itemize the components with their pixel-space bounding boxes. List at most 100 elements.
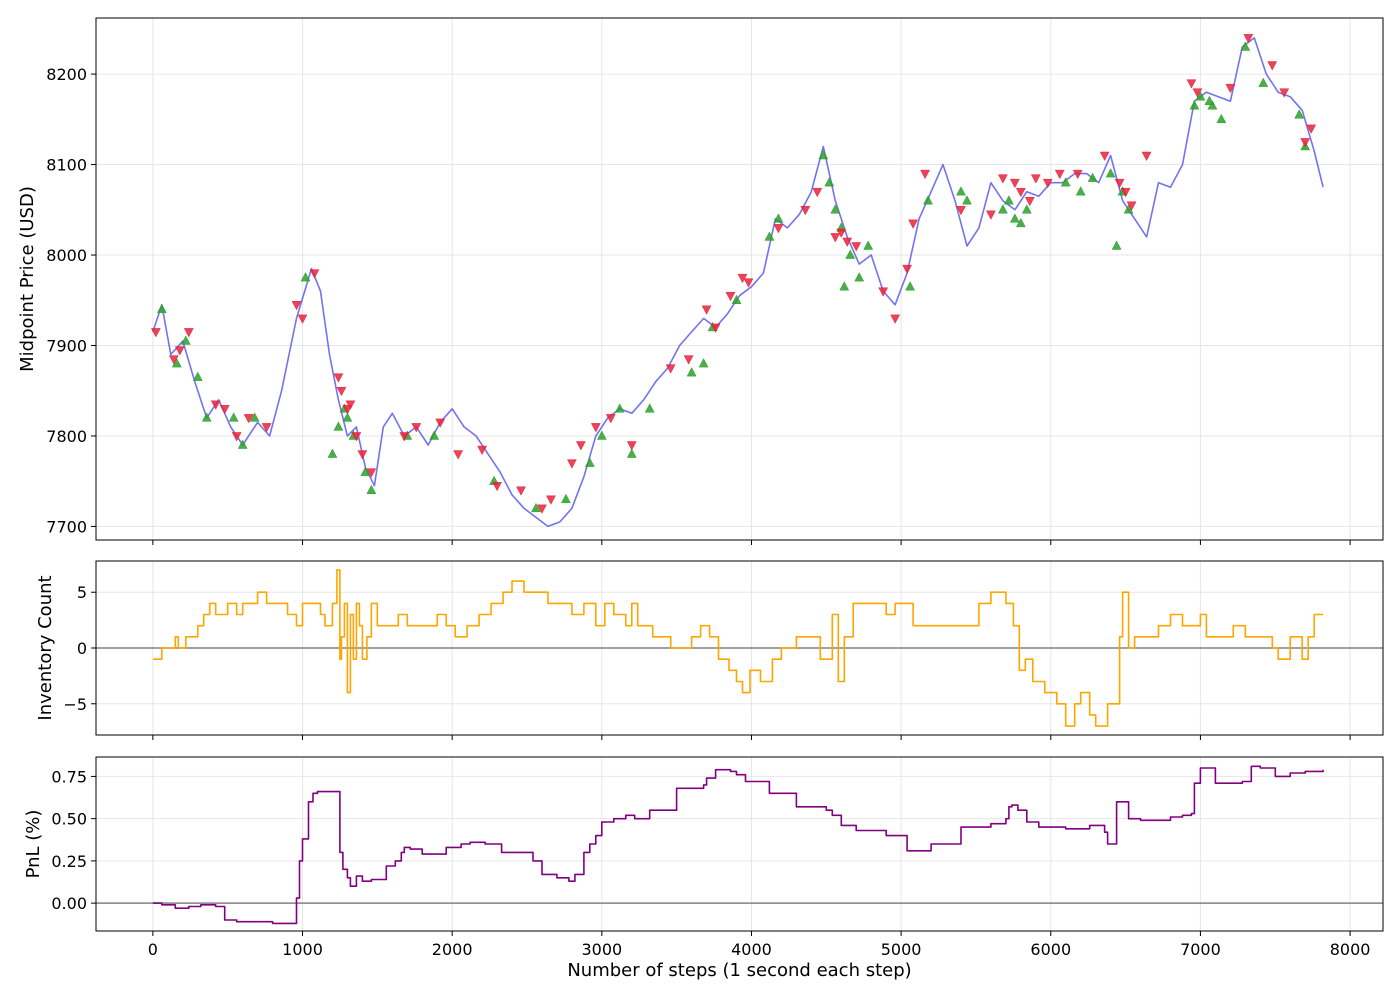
buy-marker (1294, 109, 1305, 119)
sell-marker (1030, 174, 1041, 184)
y-tick-label: 8000 (46, 246, 87, 265)
buy-marker (596, 430, 607, 440)
sell-marker (908, 219, 919, 229)
buy-marker (360, 466, 371, 476)
sell-marker (665, 364, 676, 374)
x-tick-label: 3000 (581, 940, 622, 959)
buy-marker (830, 204, 841, 214)
buy-marker (626, 448, 637, 458)
sell-marker (737, 273, 748, 284)
buy-marker (1015, 217, 1026, 228)
buy-marker (237, 439, 248, 449)
buy-marker (644, 403, 655, 413)
sell-marker (773, 224, 784, 234)
sell-marker (1225, 83, 1236, 94)
sell-marker (366, 468, 377, 478)
buy-marker (1111, 240, 1122, 250)
x-tick-label: 8000 (1330, 940, 1371, 959)
sell-marker (537, 504, 547, 514)
sell-marker (997, 174, 1008, 184)
buy-marker (905, 281, 916, 291)
sell-marker (812, 187, 823, 198)
sell-marker (1009, 178, 1020, 189)
sell-marker (566, 459, 577, 469)
buy-marker (201, 412, 212, 422)
buy-marker (824, 177, 835, 187)
buy-marker (180, 335, 191, 345)
sell-marker (1042, 178, 1053, 189)
x-tick-label: 0 (148, 940, 158, 959)
y-tick-label: 0.25 (51, 852, 87, 871)
sell-marker (1015, 187, 1026, 198)
buy-marker (584, 457, 595, 467)
sell-marker (902, 264, 913, 275)
buy-marker (818, 149, 829, 160)
buy-marker (156, 303, 167, 314)
buy-marker (764, 231, 775, 241)
sell-marker (183, 328, 194, 338)
sell-marker (1300, 138, 1311, 148)
buy-marker (686, 367, 697, 377)
buy-marker (839, 281, 850, 291)
pnl-panel: 0 1000 2000 3000 4000 5000 6000 7000 8000 0.00 0.2… (23, 756, 1384, 981)
price-panel: 7700 7800 7900 8000 8100 8200 Midpoint Price (… (17, 17, 1384, 545)
buy-marker (228, 412, 239, 422)
buy-marker (863, 240, 874, 250)
buy-marker (614, 403, 625, 413)
sell-marker (297, 314, 308, 324)
buy-marker (327, 448, 338, 458)
buy-marker (962, 195, 972, 205)
sell-marker (1306, 124, 1317, 134)
buy-marker (192, 371, 203, 381)
sell-marker (683, 355, 694, 365)
buy-marker (956, 186, 966, 196)
x-tick-label: 4000 (731, 940, 772, 959)
sell-marker (210, 400, 221, 410)
sell-marker (546, 495, 556, 505)
sell-marker (345, 400, 356, 410)
sell-marker (710, 323, 721, 333)
sell-marker (219, 405, 230, 415)
sell-marker (956, 206, 966, 216)
buy-marker (1003, 195, 1014, 205)
sell-marker (1192, 88, 1203, 98)
sell-marker (231, 432, 242, 442)
buy-marker (249, 412, 260, 422)
inventory-panel: −5 0 5 Inventory Count (35, 560, 1384, 740)
x-tick-label: 6000 (1030, 940, 1071, 959)
y-tick-label: 8100 (46, 156, 87, 175)
x-tick-label: 2000 (432, 940, 473, 959)
sell-marker (291, 301, 302, 311)
buy-marker (429, 430, 440, 440)
x-tick-label: 5000 (881, 940, 922, 959)
sell-marker (411, 423, 422, 433)
inventory-y-axis-label: Inventory Count (35, 575, 56, 720)
sell-marker (168, 355, 179, 365)
price-series-line (152, 37, 1324, 528)
buy-marker (531, 502, 541, 513)
y-tick-label: −5 (63, 695, 87, 714)
sell-marker (150, 328, 161, 338)
sell-marker (878, 287, 889, 297)
y-tick-label: 0.75 (51, 767, 87, 786)
buy-marker (1060, 177, 1071, 187)
y-tick-label: 0.00 (51, 894, 87, 913)
sell-marker (626, 441, 637, 451)
sell-marker (1099, 151, 1110, 162)
pnl-series-line (152, 765, 1324, 925)
sell-marker (701, 305, 712, 315)
price-y-axis-label: Midpoint Price (USD) (17, 186, 38, 372)
y-tick-label: 5 (77, 583, 87, 602)
buy-marker (1105, 168, 1116, 178)
pnl-y-axis-label: PnL (%) (23, 810, 44, 879)
sell-marker (243, 414, 254, 424)
buy-marker (845, 249, 856, 259)
pnl-axes-frame (95, 756, 1384, 932)
sell-marker (743, 278, 754, 288)
buy-marker (1021, 204, 1032, 214)
y-tick-label: 7800 (46, 427, 87, 446)
sell-marker (357, 450, 368, 460)
sell-marker (590, 423, 601, 433)
sell-marker (435, 418, 446, 428)
